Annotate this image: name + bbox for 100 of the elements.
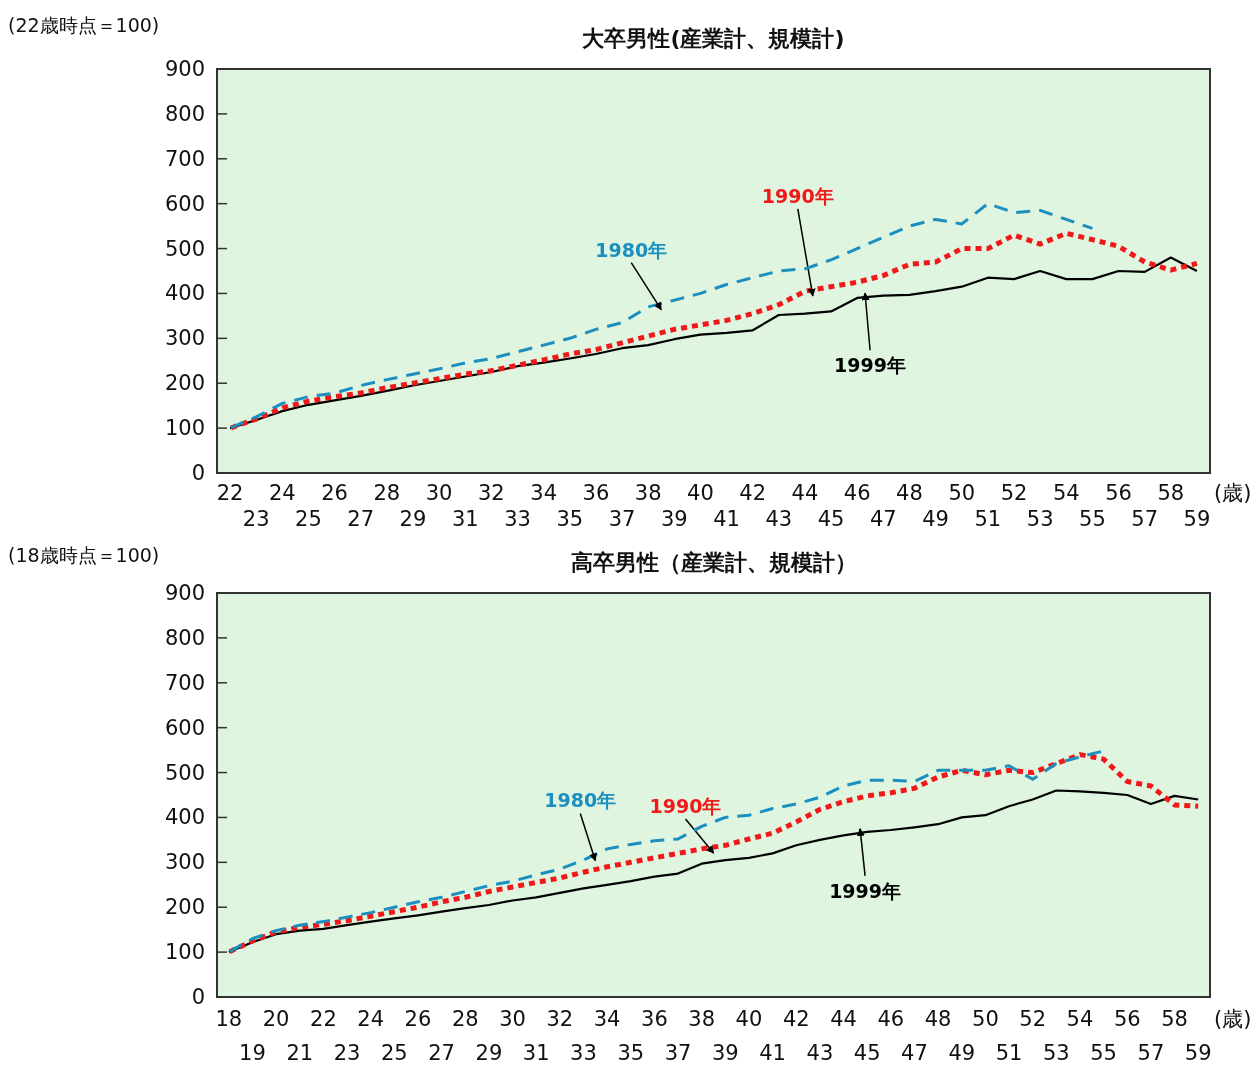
series-label: 1990年 bbox=[649, 795, 722, 818]
x-tick-label: 18 bbox=[215, 1007, 243, 1031]
x-tick-label: 39 bbox=[711, 1041, 739, 1065]
x-tick-label: 52 bbox=[1000, 481, 1028, 505]
x-tick-label: 54 bbox=[1052, 481, 1080, 505]
y-tick-label: 400 bbox=[164, 281, 205, 306]
x-tick-label: 30 bbox=[425, 481, 453, 505]
x-tick-label: 27 bbox=[347, 507, 375, 531]
x-tick-label: 32 bbox=[546, 1007, 574, 1031]
x-tick-label: 55 bbox=[1090, 1041, 1117, 1065]
x-tick-label: 29 bbox=[399, 507, 427, 531]
x-tick-label: 51 bbox=[974, 507, 1002, 531]
x-tick-label: 57 bbox=[1137, 1041, 1165, 1065]
text: 1990年 bbox=[761, 184, 834, 207]
x-tick-label: 42 bbox=[739, 481, 767, 505]
y-tick-label: 200 bbox=[164, 895, 205, 920]
x-tick-label: 49 bbox=[922, 507, 949, 531]
x-tick-label: 37 bbox=[664, 1041, 692, 1065]
y-tick-label: 700 bbox=[164, 146, 205, 171]
x-tick-label: 51 bbox=[995, 1041, 1023, 1065]
x-axis-title: (歳) bbox=[1214, 481, 1251, 505]
x-tick-label: 50 bbox=[972, 1007, 999, 1031]
x-tick-label: 54 bbox=[1066, 1007, 1094, 1031]
x-tick-label: 58 bbox=[1161, 1007, 1188, 1031]
chart-title: 高卒男性（産業計、規模計） bbox=[570, 550, 857, 575]
x-tick-label: 31 bbox=[451, 507, 479, 531]
x-tick-label: 56 bbox=[1105, 481, 1132, 505]
y-tick-label: 300 bbox=[164, 326, 205, 351]
y-tick-label: 700 bbox=[164, 670, 205, 695]
x-tick-label: 47 bbox=[901, 1041, 928, 1065]
y-tick-label: 0 bbox=[191, 461, 205, 485]
y-tick-label: 400 bbox=[164, 805, 205, 830]
x-tick-label: 19 bbox=[239, 1041, 266, 1065]
x-tick-label: 27 bbox=[428, 1041, 455, 1065]
y-tick-label: 500 bbox=[164, 760, 205, 785]
y-tick-label: 600 bbox=[164, 191, 205, 216]
x-tick-label: 21 bbox=[286, 1041, 314, 1065]
x-tick-label: 24 bbox=[268, 481, 296, 505]
y-axis-title: (22歳時点＝100) bbox=[8, 14, 160, 36]
x-tick-label: 28 bbox=[373, 481, 401, 505]
x-tick-label: 20 bbox=[262, 1007, 290, 1031]
x-tick-label: 44 bbox=[791, 481, 819, 505]
x-tick-label: 46 bbox=[877, 1007, 905, 1031]
x-tick-label: 22 bbox=[216, 481, 244, 505]
x-tick-label: 38 bbox=[688, 1007, 716, 1031]
x-tick-label: 34 bbox=[593, 1007, 621, 1031]
y-tick-label: 600 bbox=[164, 715, 205, 740]
x-tick-label: 22 bbox=[310, 1007, 337, 1031]
x-tick-label: 48 bbox=[924, 1007, 952, 1031]
x-tick-label: 49 bbox=[948, 1041, 976, 1065]
x-tick-label: 32 bbox=[478, 481, 505, 505]
x-tick-label: 43 bbox=[765, 507, 793, 531]
x-tick-label: 43 bbox=[806, 1041, 834, 1065]
x-tick-label: 23 bbox=[242, 507, 270, 531]
x-tick-label: 38 bbox=[634, 481, 662, 505]
text: 1999年 bbox=[829, 879, 902, 902]
x-tick-label: 52 bbox=[1019, 1007, 1047, 1031]
x-tick-label: 40 bbox=[687, 481, 714, 505]
y-tick-label: 800 bbox=[164, 101, 205, 126]
x-tick-label: 57 bbox=[1131, 507, 1159, 531]
x-tick-label: 41 bbox=[713, 507, 740, 531]
x-tick-label: 24 bbox=[357, 1007, 385, 1031]
y-tick-label: 900 bbox=[164, 581, 205, 605]
y-tick-label: 800 bbox=[164, 625, 205, 650]
text: 1980年 bbox=[595, 238, 668, 261]
x-tick-label: 58 bbox=[1157, 481, 1185, 505]
x-tick-label: 30 bbox=[499, 1007, 526, 1031]
x-tick-label: 35 bbox=[617, 1041, 645, 1065]
text: 1999年 bbox=[834, 354, 907, 377]
x-tick-label: 46 bbox=[843, 481, 871, 505]
x-tick-label: 26 bbox=[321, 481, 348, 505]
x-tick-label: 35 bbox=[556, 507, 584, 531]
y-tick-label: 500 bbox=[164, 236, 205, 261]
x-tick-label: 23 bbox=[333, 1041, 361, 1065]
x-axis-title: (歳) bbox=[1214, 1007, 1251, 1031]
x-tick-label: 29 bbox=[475, 1041, 503, 1065]
y-tick-label: 0 bbox=[191, 985, 205, 1009]
y-tick-label: 200 bbox=[164, 371, 205, 396]
x-tick-label: 40 bbox=[735, 1007, 763, 1031]
x-tick-label: 31 bbox=[522, 1041, 550, 1065]
x-tick-label: 36 bbox=[582, 481, 610, 505]
x-tick-label: 28 bbox=[451, 1007, 479, 1031]
x-tick-label: 33 bbox=[504, 507, 531, 531]
chart-title: 大卒男性(産業計、規模計) bbox=[582, 26, 845, 51]
x-tick-label: 25 bbox=[295, 507, 322, 531]
x-tick-label: 33 bbox=[570, 1041, 597, 1065]
x-tick-label: 39 bbox=[660, 507, 688, 531]
y-tick-label: 100 bbox=[164, 940, 205, 965]
x-tick-label: 56 bbox=[1113, 1007, 1141, 1031]
y-axis-title: (18歳時点＝100) bbox=[8, 544, 160, 566]
x-tick-label: 45 bbox=[853, 1041, 881, 1065]
x-tick-label: 26 bbox=[404, 1007, 432, 1031]
series-label: 1980年 bbox=[544, 789, 617, 812]
x-tick-label: 55 bbox=[1079, 507, 1106, 531]
x-tick-label: 45 bbox=[817, 507, 845, 531]
x-tick-label: 42 bbox=[782, 1007, 810, 1031]
y-tick-label: 100 bbox=[164, 416, 205, 441]
y-tick-label: 300 bbox=[164, 850, 205, 875]
x-tick-label: 59 bbox=[1183, 507, 1211, 531]
x-tick-label: 36 bbox=[641, 1007, 668, 1031]
